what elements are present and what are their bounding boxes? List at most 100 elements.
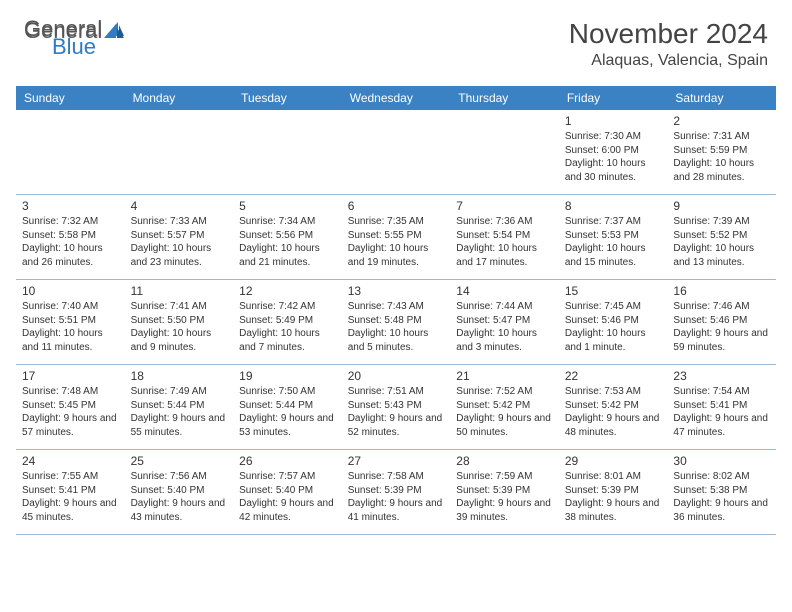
day-cell: 7Sunrise: 7:36 AMSunset: 5:54 PMDaylight… bbox=[450, 195, 559, 279]
day-number: 14 bbox=[456, 283, 553, 299]
day-cell: 16Sunrise: 7:46 AMSunset: 5:46 PMDayligh… bbox=[667, 280, 776, 364]
day-cell: 1Sunrise: 7:30 AMSunset: 6:00 PMDaylight… bbox=[559, 110, 668, 194]
sunrise-text: Sunrise: 7:44 AM bbox=[456, 300, 553, 314]
day-cell: 6Sunrise: 7:35 AMSunset: 5:55 PMDaylight… bbox=[342, 195, 451, 279]
empty-cell bbox=[342, 110, 451, 194]
day-number: 22 bbox=[565, 368, 662, 384]
day-cell: 23Sunrise: 7:54 AMSunset: 5:41 PMDayligh… bbox=[667, 365, 776, 449]
week-row: 1Sunrise: 7:30 AMSunset: 6:00 PMDaylight… bbox=[16, 110, 776, 195]
day-cell: 30Sunrise: 8:02 AMSunset: 5:38 PMDayligh… bbox=[667, 450, 776, 534]
sunset-text: Sunset: 5:53 PM bbox=[565, 229, 662, 243]
day-cell: 17Sunrise: 7:48 AMSunset: 5:45 PMDayligh… bbox=[16, 365, 125, 449]
week-row: 17Sunrise: 7:48 AMSunset: 5:45 PMDayligh… bbox=[16, 365, 776, 450]
weeks-container: 1Sunrise: 7:30 AMSunset: 6:00 PMDaylight… bbox=[16, 110, 776, 535]
day-cell: 11Sunrise: 7:41 AMSunset: 5:50 PMDayligh… bbox=[125, 280, 234, 364]
week-row: 3Sunrise: 7:32 AMSunset: 5:58 PMDaylight… bbox=[16, 195, 776, 280]
day-cell: 27Sunrise: 7:58 AMSunset: 5:39 PMDayligh… bbox=[342, 450, 451, 534]
sunrise-text: Sunrise: 7:51 AM bbox=[348, 385, 445, 399]
daylight-text: Daylight: 10 hours and 7 minutes. bbox=[239, 327, 336, 354]
day-cell: 18Sunrise: 7:49 AMSunset: 5:44 PMDayligh… bbox=[125, 365, 234, 449]
day-number: 21 bbox=[456, 368, 553, 384]
sunrise-text: Sunrise: 7:45 AM bbox=[565, 300, 662, 314]
sunset-text: Sunset: 5:52 PM bbox=[673, 229, 770, 243]
day-cell: 19Sunrise: 7:50 AMSunset: 5:44 PMDayligh… bbox=[233, 365, 342, 449]
day-number: 23 bbox=[673, 368, 770, 384]
sunrise-text: Sunrise: 7:58 AM bbox=[348, 470, 445, 484]
day-number: 11 bbox=[131, 283, 228, 299]
day-number: 28 bbox=[456, 453, 553, 469]
weekday-sunday: Sunday bbox=[16, 86, 125, 110]
sunrise-text: Sunrise: 7:56 AM bbox=[131, 470, 228, 484]
daylight-text: Daylight: 9 hours and 41 minutes. bbox=[348, 497, 445, 524]
day-number: 18 bbox=[131, 368, 228, 384]
sunset-text: Sunset: 5:49 PM bbox=[239, 314, 336, 328]
sunset-text: Sunset: 5:43 PM bbox=[348, 399, 445, 413]
daylight-text: Daylight: 9 hours and 43 minutes. bbox=[131, 497, 228, 524]
sunrise-text: Sunrise: 7:30 AM bbox=[565, 130, 662, 144]
day-cell: 3Sunrise: 7:32 AMSunset: 5:58 PMDaylight… bbox=[16, 195, 125, 279]
sunrise-text: Sunrise: 8:02 AM bbox=[673, 470, 770, 484]
month-title: November 2024 bbox=[569, 18, 768, 50]
day-cell: 10Sunrise: 7:40 AMSunset: 5:51 PMDayligh… bbox=[16, 280, 125, 364]
daylight-text: Daylight: 9 hours and 38 minutes. bbox=[565, 497, 662, 524]
sunrise-text: Sunrise: 7:43 AM bbox=[348, 300, 445, 314]
day-cell: 26Sunrise: 7:57 AMSunset: 5:40 PMDayligh… bbox=[233, 450, 342, 534]
day-number: 15 bbox=[565, 283, 662, 299]
day-cell: 21Sunrise: 7:52 AMSunset: 5:42 PMDayligh… bbox=[450, 365, 559, 449]
day-number: 30 bbox=[673, 453, 770, 469]
sunset-text: Sunset: 5:39 PM bbox=[456, 484, 553, 498]
day-number: 26 bbox=[239, 453, 336, 469]
empty-cell bbox=[233, 110, 342, 194]
day-number: 25 bbox=[131, 453, 228, 469]
sunrise-text: Sunrise: 7:52 AM bbox=[456, 385, 553, 399]
day-cell: 15Sunrise: 7:45 AMSunset: 5:46 PMDayligh… bbox=[559, 280, 668, 364]
sunset-text: Sunset: 5:45 PM bbox=[22, 399, 119, 413]
sunrise-text: Sunrise: 7:49 AM bbox=[131, 385, 228, 399]
sunrise-text: Sunrise: 7:41 AM bbox=[131, 300, 228, 314]
daylight-text: Daylight: 10 hours and 30 minutes. bbox=[565, 157, 662, 184]
sunset-text: Sunset: 5:46 PM bbox=[565, 314, 662, 328]
daylight-text: Daylight: 10 hours and 11 minutes. bbox=[22, 327, 119, 354]
sunset-text: Sunset: 5:54 PM bbox=[456, 229, 553, 243]
sunrise-text: Sunrise: 7:36 AM bbox=[456, 215, 553, 229]
daylight-text: Daylight: 9 hours and 42 minutes. bbox=[239, 497, 336, 524]
sunrise-text: Sunrise: 7:50 AM bbox=[239, 385, 336, 399]
sunset-text: Sunset: 5:51 PM bbox=[22, 314, 119, 328]
sunset-text: Sunset: 5:41 PM bbox=[22, 484, 119, 498]
day-cell: 29Sunrise: 8:01 AMSunset: 5:39 PMDayligh… bbox=[559, 450, 668, 534]
logo-wrap: General Blue bbox=[24, 18, 127, 58]
daylight-text: Daylight: 9 hours and 36 minutes. bbox=[673, 497, 770, 524]
daylight-text: Daylight: 9 hours and 47 minutes. bbox=[673, 412, 770, 439]
sunset-text: Sunset: 5:42 PM bbox=[565, 399, 662, 413]
sunset-text: Sunset: 5:40 PM bbox=[131, 484, 228, 498]
daylight-text: Daylight: 10 hours and 9 minutes. bbox=[131, 327, 228, 354]
sunrise-text: Sunrise: 7:39 AM bbox=[673, 215, 770, 229]
day-cell: 5Sunrise: 7:34 AMSunset: 5:56 PMDaylight… bbox=[233, 195, 342, 279]
daylight-text: Daylight: 10 hours and 1 minute. bbox=[565, 327, 662, 354]
sunrise-text: Sunrise: 7:55 AM bbox=[22, 470, 119, 484]
empty-cell bbox=[125, 110, 234, 194]
sunset-text: Sunset: 5:57 PM bbox=[131, 229, 228, 243]
week-row: 24Sunrise: 7:55 AMSunset: 5:41 PMDayligh… bbox=[16, 450, 776, 535]
day-number: 20 bbox=[348, 368, 445, 384]
sunrise-text: Sunrise: 7:37 AM bbox=[565, 215, 662, 229]
day-cell: 20Sunrise: 7:51 AMSunset: 5:43 PMDayligh… bbox=[342, 365, 451, 449]
sunset-text: Sunset: 5:42 PM bbox=[456, 399, 553, 413]
daylight-text: Daylight: 9 hours and 50 minutes. bbox=[456, 412, 553, 439]
sunrise-text: Sunrise: 7:34 AM bbox=[239, 215, 336, 229]
day-number: 9 bbox=[673, 198, 770, 214]
day-number: 1 bbox=[565, 113, 662, 129]
daylight-text: Daylight: 10 hours and 13 minutes. bbox=[673, 242, 770, 269]
sunrise-text: Sunrise: 7:54 AM bbox=[673, 385, 770, 399]
weekday-thursday: Thursday bbox=[450, 86, 559, 110]
day-number: 4 bbox=[131, 198, 228, 214]
sunset-text: Sunset: 5:56 PM bbox=[239, 229, 336, 243]
empty-cell bbox=[16, 110, 125, 194]
daylight-text: Daylight: 9 hours and 57 minutes. bbox=[22, 412, 119, 439]
daylight-text: Daylight: 10 hours and 23 minutes. bbox=[131, 242, 228, 269]
daylight-text: Daylight: 9 hours and 45 minutes. bbox=[22, 497, 119, 524]
day-cell: 2Sunrise: 7:31 AMSunset: 5:59 PMDaylight… bbox=[667, 110, 776, 194]
sunset-text: Sunset: 5:47 PM bbox=[456, 314, 553, 328]
sunset-text: Sunset: 5:40 PM bbox=[239, 484, 336, 498]
sunset-text: Sunset: 5:41 PM bbox=[673, 399, 770, 413]
